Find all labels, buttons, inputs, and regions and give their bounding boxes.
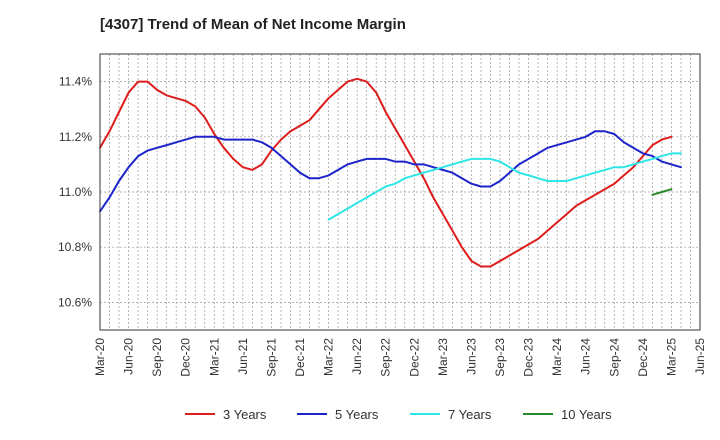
plot-frame [99,53,701,331]
x-tick-label: Jun-23 [464,338,478,375]
x-tick-label: Dec-20 [179,338,193,377]
y-tick-label: 11.2% [59,130,92,144]
series-line [327,152,682,221]
x-tick-label: Mar-22 [322,338,336,376]
x-tick-label: Jun-21 [236,338,250,375]
x-tick-label: Dec-21 [293,338,307,377]
y-tick-label: 10.6% [58,295,92,309]
y-tick-label: 11.4% [59,75,92,89]
x-tick-label: Sep-21 [264,338,278,377]
x-tick-label: Sep-20 [150,338,164,377]
x-tick-label: Dec-24 [636,338,650,377]
x-tick-label: Mar-23 [436,338,450,376]
legend-label: 5 Years [335,407,379,422]
x-tick-label: Jun-22 [350,338,364,375]
x-tick-label: Sep-22 [379,338,393,377]
x-tick-label: Dec-22 [407,338,421,377]
x-tick-label: Jun-25 [693,338,707,375]
x-tick-label: Sep-24 [607,338,621,377]
series-line [651,188,673,196]
x-tick-label: Jun-20 [122,338,136,375]
x-tick-label: Mar-20 [93,338,107,376]
legend: 3 Years 5 Years 7 Years 10 Years [185,407,612,422]
x-tick-label: Sep-23 [493,338,507,377]
x-tick-label: Jun-24 [579,338,593,375]
x-tick-label: Mar-21 [207,338,221,376]
y-tick-labels: 10.6% 10.8% 11.0% 11.2% 11.4% [58,75,92,310]
y-tick-label: 11.0% [59,185,92,199]
series-line [99,77,673,268]
x-tick-label: Dec-23 [522,338,536,377]
x-tick-label: Mar-24 [550,338,564,376]
legend-label: 10 Years [561,407,612,422]
series-line [99,130,682,213]
legend-label: 3 Years [223,407,267,422]
grid [99,54,701,330]
chart-title: [4307] Trend of Mean of Net Income Margi… [100,16,406,33]
series-lines [99,77,682,268]
legend-label: 7 Years [448,407,492,422]
y-tick-label: 10.8% [58,240,92,254]
x-tick-labels: Mar-20 Jun-20 Sep-20 Dec-20 Mar-21 Jun-21 Sep-… [93,338,707,377]
x-tick-label: Mar-25 [664,338,678,376]
